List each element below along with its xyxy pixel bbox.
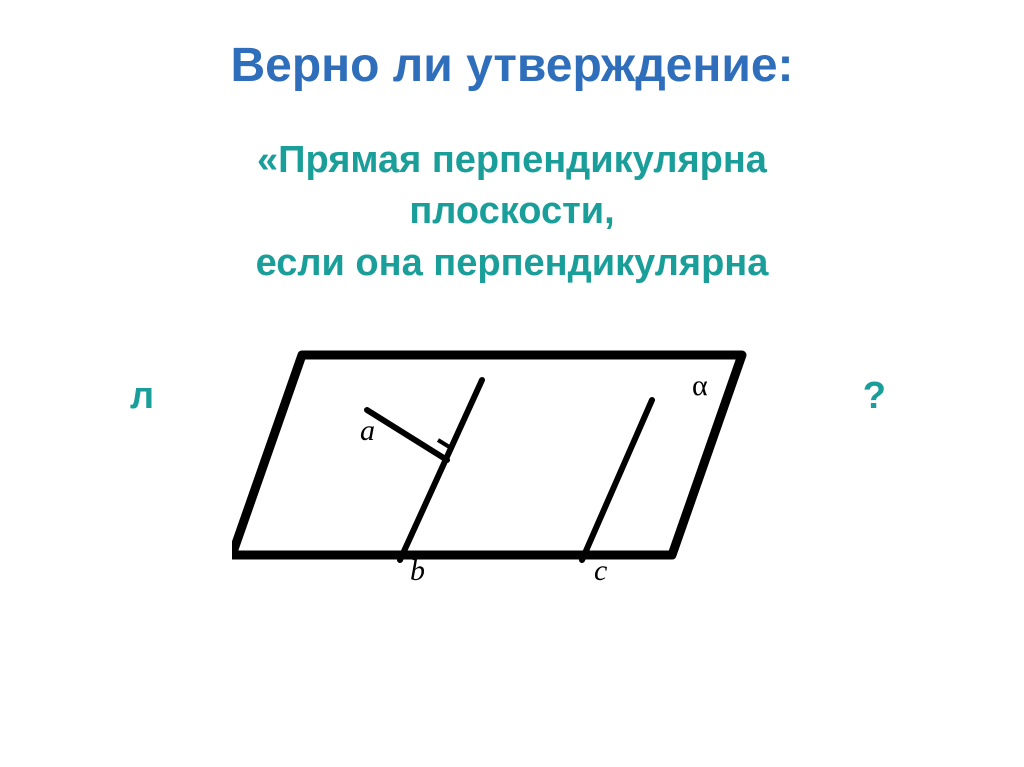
body-line-3: если она перпендикулярна [0, 238, 1024, 289]
diagram: a b c α [232, 305, 792, 605]
label-a: a [360, 414, 375, 447]
plane-diagram-svg: a b c α [232, 305, 792, 605]
bottom-row: л ? a b c α [0, 340, 1024, 640]
left-fragment: л [130, 375, 154, 418]
slide: Верно ли утверждение: «Прямая перпендику… [0, 0, 1024, 767]
right-fragment: ? [863, 375, 886, 418]
plane-parallelogram [232, 355, 742, 555]
label-b: b [410, 554, 425, 587]
label-alpha: α [692, 369, 708, 402]
body-block: «Прямая перпендикулярна плоскости, если … [0, 93, 1024, 340]
label-c: c [594, 554, 607, 587]
body-line-1: «Прямая перпендикулярна [0, 135, 1024, 186]
body-line-2: плоскости, [0, 186, 1024, 237]
slide-title: Верно ли утверждение: [0, 0, 1024, 93]
